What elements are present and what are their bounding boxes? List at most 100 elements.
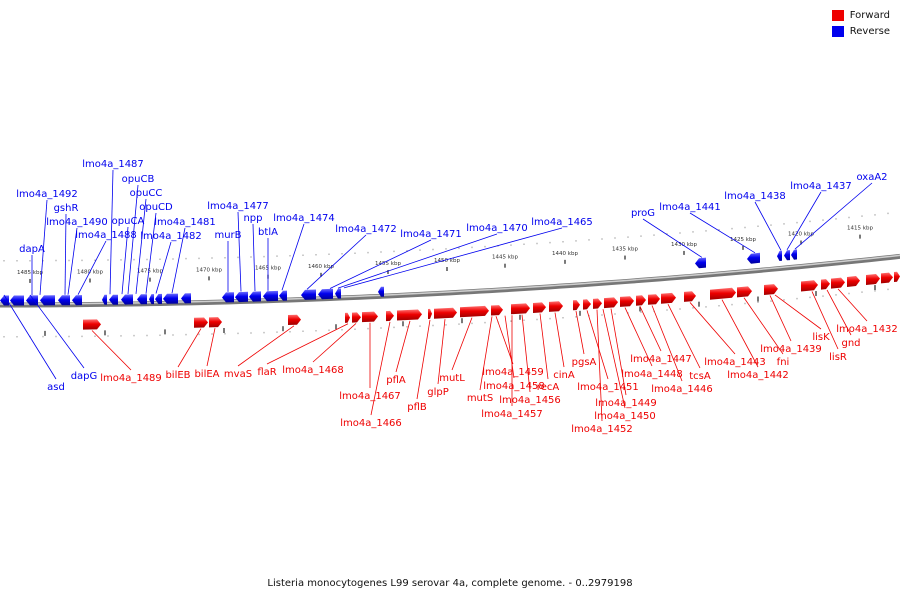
reverse-gene-label: dapA [19,244,45,255]
forward-gene-leader [554,312,565,368]
reverse-gene-arrow [301,289,316,300]
forward-gene-arrow [434,307,457,319]
backbone-highlight [0,254,900,305]
forward-gene-leader [826,289,852,336]
reverse-gene-arrow [58,295,70,306]
forward-gene-arrow [831,277,845,289]
forward-gene-leader [237,325,295,367]
scale-tick-label: 1425 kbp [730,237,756,243]
reverse-gene-label: murB [214,230,241,241]
forward-gene-leader [639,306,662,352]
forward-gene-arrow [737,286,752,298]
reverse-gene-arrow [378,286,384,297]
forward-gene-arrow [511,303,530,315]
reverse-gene-label: oxaA2 [856,172,887,183]
forward-gene-label: lmo4a_1442 [727,370,789,381]
forward-gene-arrow [549,301,563,312]
forward-gene-label: mutL [439,373,465,384]
forward-gene-label: lmo4a_1451 [577,382,639,393]
forward-gene-leader [774,294,822,330]
forward-gene-label: lmo4a_1449 [595,398,657,409]
forward-gene-arrow [533,302,546,313]
reverse-gene-label: lmo4a_1487 [82,159,144,170]
forward-gene-arrow [352,312,361,323]
reverse-gene-label: lmo4a_1471 [400,229,462,240]
reverse-gene-arrow [181,293,191,304]
forward-gene-leader [504,315,515,379]
reverse-gene-leader [794,182,873,250]
reverse-gene-leader [145,212,157,294]
forward-gene-arrow [386,310,394,322]
forward-gene-label: mutS [467,393,493,404]
forward-gene-label: lmo4a_1456 [499,395,561,406]
forward-gene-label: lmo4a_1452 [571,424,633,435]
legend: Forward Reverse [831,8,890,40]
forward-gene-leader [575,311,585,355]
reverse-gene-leader [135,198,147,294]
forward-gene-arrow [894,271,900,282]
reverse-gene-leader [155,241,172,294]
scale-tick-label: 1480 kbp [77,270,103,276]
reverse-swatch [831,25,844,37]
forward-gene-arrow [661,292,676,304]
reverse-gene-arrow [695,257,706,269]
forward-gene-leader [596,309,603,422]
forward-gene-leader [370,321,391,416]
forward-gene-leader [206,328,216,367]
forward-gene-arrow [636,295,646,306]
reverse-gene-label: lmo4a_1438 [724,191,786,202]
reverse-gene-label: lmo4a_1472 [335,224,397,235]
forward-gene-leader [495,316,514,365]
forward-gene-arrow [362,311,378,323]
forward-gene-label: flaR [257,367,276,378]
reverse-gene-arrow [279,290,287,301]
reverse-gene-arrow [0,295,9,306]
forward-gene-leader [416,319,431,400]
reverse-gene-label: gshR [54,203,79,214]
reverse-gene-leader [689,212,756,254]
scale-ticks: 1485 kbp 1480 kbp 1475 kbp 1470 kbp 1465 kbp… [17,226,876,336]
reverse-gene-arrow [263,290,278,302]
scale-tick-label: 1475 kbp [137,269,163,275]
reverse-gene-label: lmo4a_1481 [154,217,216,228]
reverse-gene-leader [337,233,498,289]
reverse-gene-label: btlA [258,227,278,238]
forward-gene-label: bilEA [194,369,219,380]
reverse-gene-leader [786,191,822,251]
forward-gene-arrow [648,294,660,305]
forward-gene-label: lmo4a_1448 [621,369,683,380]
forward-gene-label: lmo4a_1446 [651,384,713,395]
forward-gene-label: lmo4a_1443 [704,357,766,368]
forward-gene-leader [437,319,446,385]
forward-gene-arrow [684,291,696,302]
forward-gene-leader [689,302,736,355]
forward-gene-arrow [194,317,208,328]
reverse-gene-label: lmo4a_1470 [466,223,528,234]
reverse-gene-label: opuCD [139,202,173,213]
forward-gene-arrow [397,309,422,321]
reverse-gene-arrow [121,294,133,305]
reverse-gene-leader [237,211,242,292]
reverse-gene-label: dapG [71,371,98,382]
forward-gene-arrow [83,319,101,330]
reverse-gene-leader [642,218,703,258]
reverse-gene-leader [39,199,48,295]
reverse-gene-leader [281,223,305,291]
forward-gene-arrow [593,298,602,309]
forward-gene-label: lmo4a_1466 [340,418,402,429]
forward-gene-label: lmo4a_1450 [594,411,656,422]
reverse-gene-arrow [335,288,341,299]
reverse-gene-label: lmo4a_1465 [531,217,593,228]
scale-tick-label: 1470 kbp [196,267,222,273]
forward-gene-leader [651,305,683,382]
forward-gene-label: fni [777,357,790,368]
forward-gene-label: lmo4a_1467 [339,391,401,402]
reverse-gene-leader [67,227,78,295]
reverse-gene-arrow [791,249,797,260]
reverse-gene-arrow [137,294,147,305]
forward-gene-arrow [866,274,880,285]
forward-gene-leader [91,330,132,371]
forward-gene-label: recA [537,382,560,393]
forward-gene-label: pflB [407,402,427,413]
